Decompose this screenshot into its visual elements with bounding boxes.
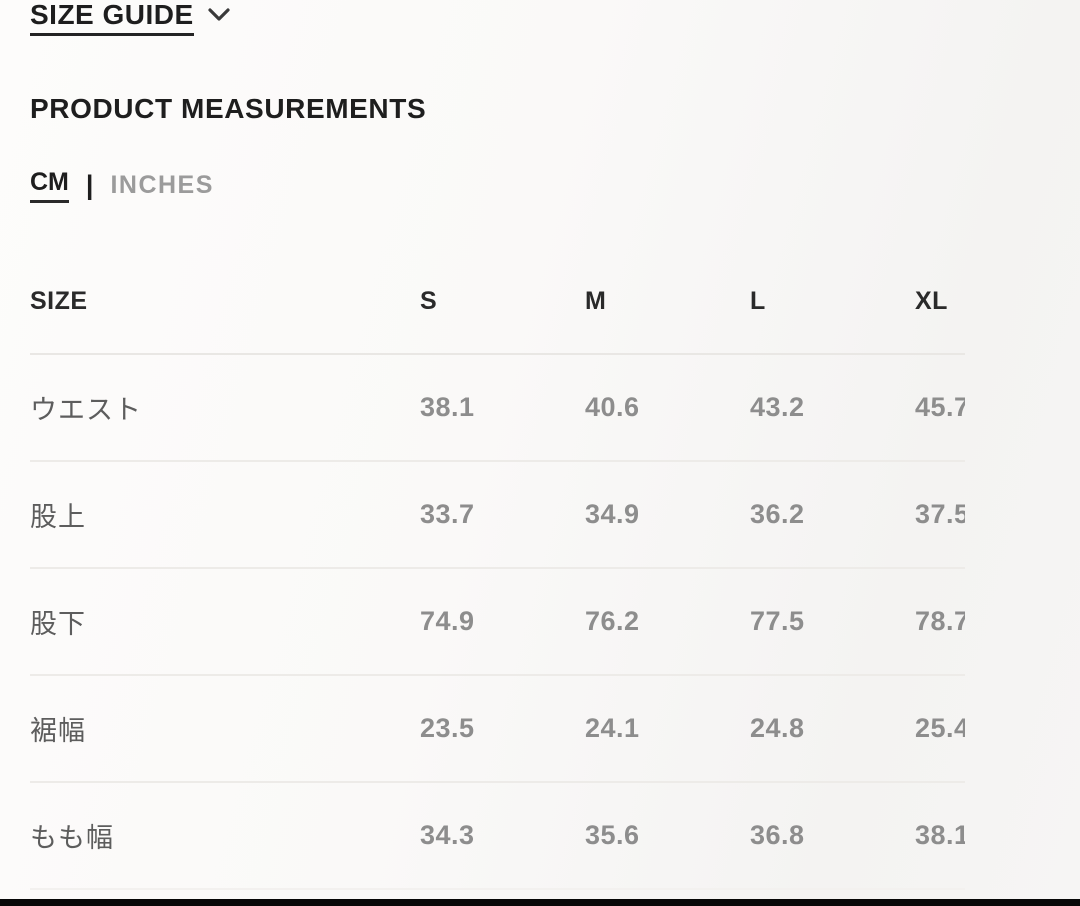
- measurements-table: SIZE S M L XL ウエスト 38.1 40.6 43.2 45.7 股…: [30, 275, 965, 890]
- unit-inches-button[interactable]: INCHES: [110, 171, 214, 200]
- cell-value: 33.7: [420, 498, 475, 529]
- table-header-row: SIZE S M L XL: [30, 275, 965, 355]
- row-label: 裾幅: [30, 715, 86, 746]
- table-row-inseam: 股下 74.9 76.2 77.5 78.7: [30, 569, 965, 676]
- cell-value: 43.2: [750, 391, 805, 422]
- cell-value: 34.9: [585, 498, 640, 529]
- chevron-down-icon: [208, 8, 230, 27]
- table-row-hem-width: 裾幅 23.5 24.1 24.8 25.4: [30, 676, 965, 783]
- cell-value: 35.6: [585, 819, 640, 850]
- column-header-size: SIZE: [30, 286, 88, 315]
- row-label: 股下: [30, 608, 86, 639]
- table-row-rise: 股上 33.7 34.9 36.2 37.5: [30, 462, 965, 569]
- cell-value: 45.7: [915, 391, 965, 422]
- cell-value: 40.6: [585, 391, 640, 422]
- cell-value: 36.8: [750, 819, 805, 850]
- column-header-s: S: [420, 286, 438, 315]
- table-row-waist: ウエスト 38.1 40.6 43.2 45.7: [30, 355, 965, 462]
- table-row-thigh-width: もも幅 34.3 35.6 36.8 38.1: [30, 783, 965, 890]
- cell-value: 37.5: [915, 498, 965, 529]
- cell-value: 77.5: [750, 605, 805, 636]
- row-label: もも幅: [30, 822, 114, 853]
- size-guide-label: SIZE GUIDE: [30, 0, 194, 37]
- unit-cm-button[interactable]: CM: [30, 169, 69, 203]
- cell-value: 74.9: [420, 605, 475, 636]
- cell-value: 34.3: [420, 819, 475, 850]
- page-title: PRODUCT MEASUREMENTS: [30, 93, 427, 125]
- cell-value: 23.5: [420, 712, 475, 743]
- unit-toggle: CM | INCHES: [30, 169, 1080, 203]
- cell-value: 24.1: [585, 712, 640, 743]
- cell-value: 24.8: [750, 712, 805, 743]
- column-header-m: M: [585, 286, 607, 315]
- cell-value: 38.1: [915, 819, 965, 850]
- bottom-divider-bar: [0, 899, 1080, 906]
- cell-value: 25.4: [915, 712, 965, 743]
- cell-value: 36.2: [750, 498, 805, 529]
- cell-value: 38.1: [420, 391, 475, 422]
- row-label: 股上: [30, 501, 86, 532]
- size-guide-toggle[interactable]: SIZE GUIDE: [30, 0, 230, 37]
- cell-value: 78.7: [915, 605, 965, 636]
- row-label: ウエスト: [30, 394, 142, 425]
- column-header-xl: XL: [915, 286, 948, 315]
- unit-separator: |: [85, 170, 94, 201]
- measurements-table-viewport[interactable]: SIZE S M L XL ウエスト 38.1 40.6 43.2 45.7 股…: [30, 275, 965, 890]
- cell-value: 76.2: [585, 605, 640, 636]
- column-header-l: L: [750, 286, 766, 315]
